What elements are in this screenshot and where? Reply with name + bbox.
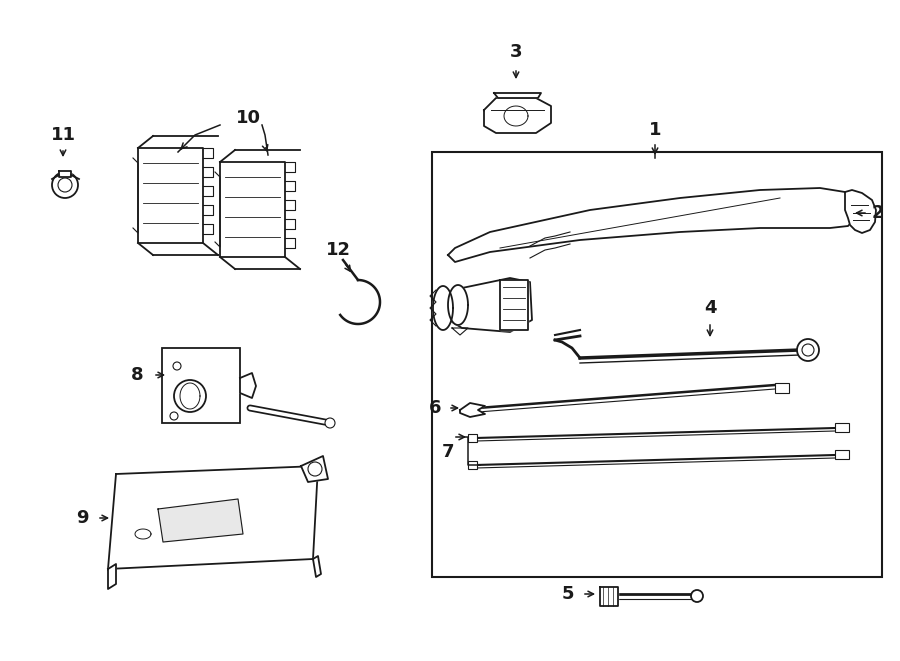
- Polygon shape: [436, 278, 532, 332]
- Bar: [468, 461, 477, 469]
- Bar: [775, 383, 789, 393]
- Bar: [835, 423, 849, 432]
- Circle shape: [797, 339, 819, 361]
- Polygon shape: [301, 456, 328, 482]
- Text: 11: 11: [50, 126, 76, 144]
- Polygon shape: [313, 556, 321, 577]
- Circle shape: [691, 590, 703, 602]
- Text: 5: 5: [562, 585, 574, 603]
- Polygon shape: [59, 171, 71, 177]
- Polygon shape: [108, 466, 318, 569]
- Text: 7: 7: [442, 443, 454, 461]
- Text: 6: 6: [428, 399, 441, 417]
- Polygon shape: [845, 190, 876, 233]
- Polygon shape: [138, 148, 203, 243]
- Polygon shape: [220, 162, 285, 257]
- Polygon shape: [433, 286, 453, 330]
- Polygon shape: [448, 188, 858, 262]
- Polygon shape: [600, 587, 618, 606]
- Polygon shape: [484, 98, 551, 133]
- Polygon shape: [240, 373, 256, 398]
- Text: 8: 8: [130, 366, 143, 384]
- Polygon shape: [448, 285, 468, 325]
- Text: 9: 9: [76, 509, 88, 527]
- Polygon shape: [494, 93, 541, 98]
- Bar: [468, 434, 477, 442]
- Polygon shape: [158, 499, 243, 542]
- Circle shape: [174, 380, 206, 412]
- Circle shape: [325, 418, 335, 428]
- Text: 3: 3: [509, 43, 522, 61]
- Text: 12: 12: [326, 241, 350, 259]
- Text: 1: 1: [649, 121, 662, 139]
- Bar: [835, 450, 849, 459]
- Bar: [162, 348, 240, 423]
- Polygon shape: [500, 280, 528, 330]
- Bar: [432, 152, 882, 577]
- Text: 4: 4: [704, 299, 716, 317]
- Polygon shape: [108, 564, 116, 589]
- Text: 10: 10: [236, 109, 260, 127]
- Text: 2: 2: [872, 204, 884, 222]
- Polygon shape: [460, 403, 485, 417]
- Circle shape: [52, 172, 78, 198]
